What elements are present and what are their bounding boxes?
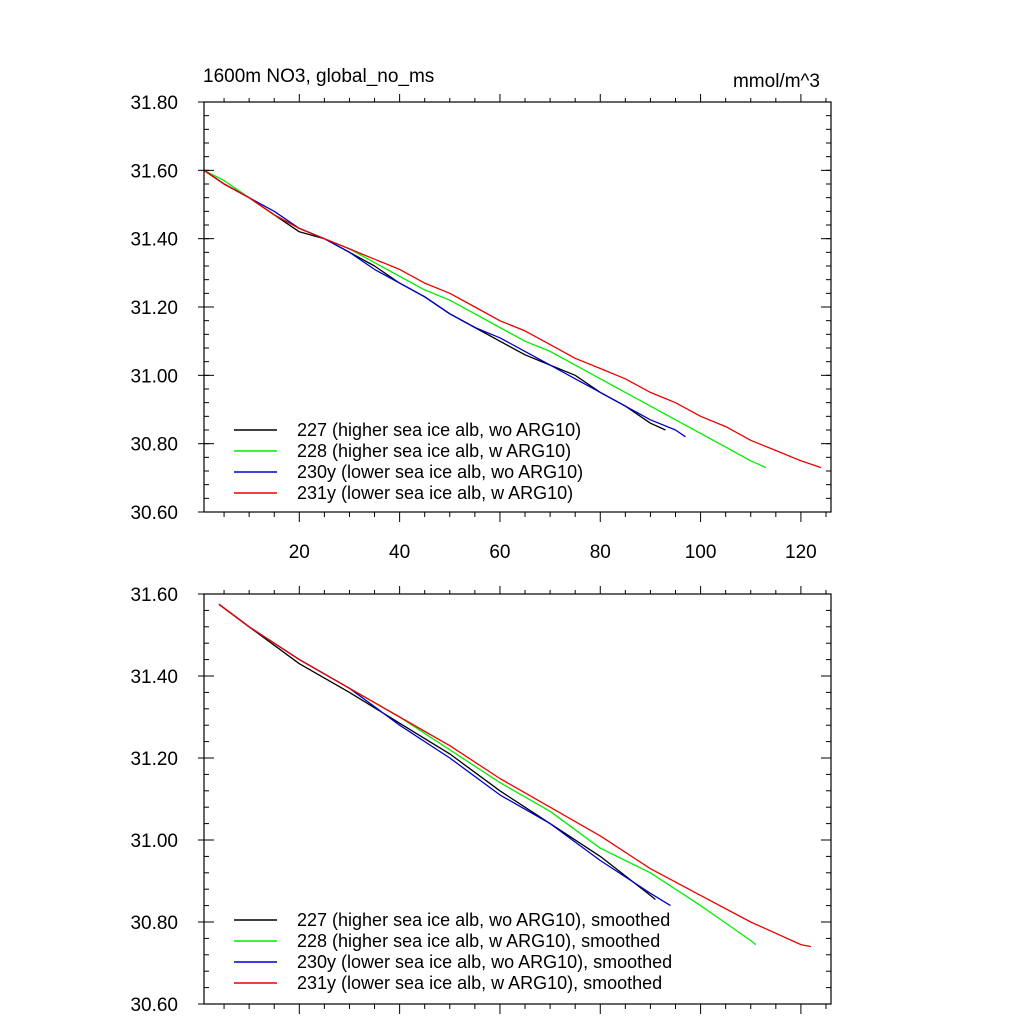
x-tick-label: 20 — [289, 542, 310, 563]
y-tick-label: 31.60 — [130, 585, 178, 606]
series-line-0 — [203, 169, 666, 431]
series-line-0 — [218, 603, 656, 901]
legend-label: 228 (higher sea ice alb, w ARG10), smoot… — [297, 931, 660, 951]
units-label: mmol/m^3 — [733, 71, 820, 92]
y-tick-label: 31.00 — [130, 366, 178, 387]
top-panel: 1600m NO3, global_no_ms mmol/m^3 31.80 31… — [130, 66, 832, 563]
series-line-2 — [203, 169, 686, 438]
x-tick-label: 80 — [590, 542, 611, 563]
y-tick-label: 31.60 — [130, 161, 178, 182]
y-tick-label: 31.40 — [130, 667, 178, 688]
series-line-3 — [203, 169, 822, 469]
legend-label: 227 (higher sea ice alb, wo ARG10) — [297, 420, 581, 440]
legend-label: 231y (lower sea ice alb, w ARG10), smoot… — [297, 973, 662, 993]
x-tick-label: 100 — [685, 542, 717, 563]
plot-frame — [203, 593, 832, 1005]
x-tick-label: 40 — [389, 542, 410, 563]
y-tick-label: 31.20 — [130, 749, 178, 770]
x-tick-label: 60 — [489, 542, 510, 563]
series-line-1 — [218, 603, 757, 946]
y-tick-label: 30.80 — [130, 435, 178, 456]
y-tick-label: 30.60 — [130, 503, 178, 524]
legend-label: 227 (higher sea ice alb, wo ARG10), smoo… — [297, 910, 670, 930]
y-tick-label: 31.00 — [130, 831, 178, 852]
legend-label: 230y (lower sea ice alb, wo ARG10) — [297, 462, 583, 482]
series-line-2 — [218, 603, 671, 907]
y-tick-label: 30.60 — [130, 995, 178, 1016]
y-tick-label: 30.80 — [130, 913, 178, 934]
x-tick-label: 120 — [785, 542, 817, 563]
y-tick-label: 31.40 — [130, 230, 178, 251]
legend-label: 231y (lower sea ice alb, w ARG10) — [297, 483, 573, 503]
bottom-panel: 31.60 31.40 31.20 31.00 30.80 30.60 227 (high… — [130, 585, 832, 1016]
y-tick-label: 31.20 — [130, 298, 178, 319]
plot-frame — [203, 101, 832, 513]
legend-label: 228 (higher sea ice alb, w ARG10) — [297, 441, 571, 461]
series-line-3 — [218, 603, 812, 948]
legend-label: 230y (lower sea ice alb, wo ARG10), smoo… — [297, 952, 672, 972]
chart-title: 1600m NO3, global_no_ms — [203, 66, 434, 87]
y-tick-label: 31.80 — [130, 93, 178, 114]
